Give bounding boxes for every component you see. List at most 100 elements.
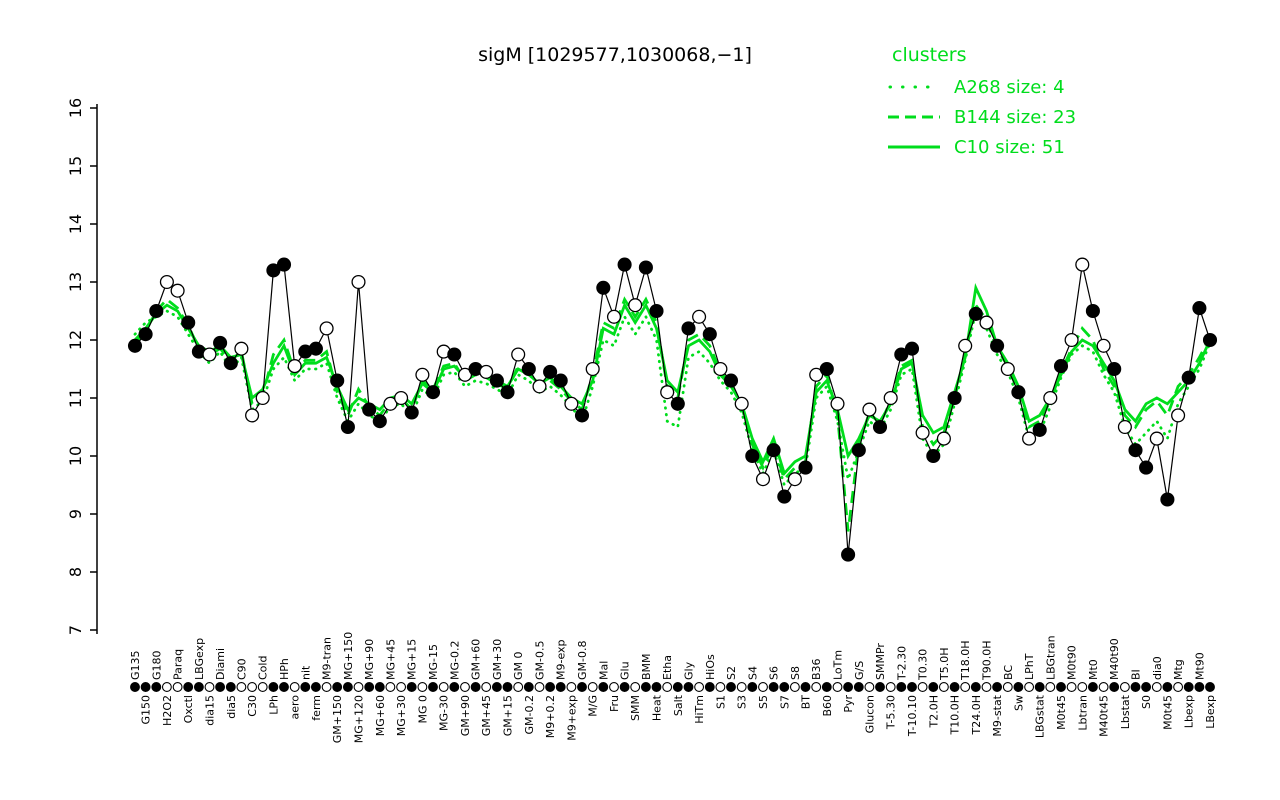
condition-marker [566, 682, 577, 692]
condition-marker [981, 682, 992, 692]
data-point-marker [862, 402, 877, 417]
data-point-marker [958, 338, 973, 353]
data-point-marker [798, 460, 813, 475]
x-axis-label: M0t45 [1055, 695, 1068, 730]
y-axis-tick-label: 14 [66, 214, 85, 234]
data-point-marker [872, 419, 888, 435]
x-axis-label: LBexp [1204, 695, 1217, 729]
condition-marker [460, 682, 470, 692]
x-axis-label: M0t90 [1066, 645, 1079, 680]
x-axis-label: Heat [651, 694, 664, 721]
x-axis-label: Glucon [863, 695, 876, 733]
condition-marker [907, 682, 917, 692]
data-point-marker [1032, 422, 1047, 437]
condition-marker [1183, 682, 1194, 692]
data-point-marker [213, 335, 228, 350]
condition-marker [609, 682, 619, 692]
x-axis-label: SMM [629, 695, 642, 721]
condition-marker [481, 682, 492, 692]
x-axis-label: S0 [1140, 695, 1153, 709]
condition-marker [1045, 682, 1056, 692]
x-axis-label: G150 [140, 695, 153, 725]
condition-marker [1066, 682, 1077, 692]
x-axis-label: T0.30 [917, 649, 930, 681]
data-point-marker [255, 390, 270, 406]
condition-marker [1194, 682, 1205, 692]
data-point-marker [1075, 257, 1090, 272]
condition-marker [204, 682, 215, 692]
solid-line-icon [888, 145, 940, 149]
legend-title: clusters [892, 44, 967, 66]
x-axis-label: LBGstat [1034, 694, 1047, 738]
condition-marker [672, 682, 683, 692]
data-point-marker [670, 396, 685, 411]
x-axis-label: M40t45 [1098, 695, 1111, 737]
condition-marker [949, 682, 960, 692]
data-point-marker [500, 385, 515, 400]
cluster-line-b144 [133, 296, 1212, 532]
data-point-marker [308, 341, 323, 356]
condition-marker [183, 682, 194, 692]
x-axis-label: MG+150 [342, 632, 355, 680]
data-point-marker [202, 347, 217, 362]
condition-marker [928, 682, 939, 692]
x-axis-label: HiOs [704, 654, 717, 680]
data-point-marker [532, 379, 547, 394]
x-axis-label: M9-tran [321, 637, 334, 680]
condition-marker [875, 682, 885, 692]
data-point-marker [181, 315, 196, 330]
x-axis-label: M/G [587, 695, 600, 717]
data-point-marker [968, 306, 983, 321]
condition-marker [598, 682, 609, 692]
condition-marker [789, 682, 800, 692]
x-axis-label: M9-exp [555, 639, 568, 680]
data-point-marker [521, 361, 536, 377]
x-axis-label: MG-30 [438, 695, 451, 731]
x-axis-label: dia0 [1151, 656, 1164, 680]
x-axis-label: Sw [1012, 695, 1025, 711]
data-point-marker [574, 408, 590, 423]
data-point-marker [638, 260, 653, 275]
x-axis-label: aero [289, 695, 302, 720]
condition-marker [1024, 682, 1035, 692]
x-axis-label: Diami [214, 648, 227, 680]
legend-entry-b144: B144 size: 23 [886, 102, 1076, 132]
y-axis-tick-label: 7 [66, 625, 85, 635]
data-point-marker [1043, 390, 1058, 406]
x-axis-label: BI [1130, 669, 1143, 680]
condition-marker [619, 682, 630, 692]
condition-marker [917, 682, 928, 692]
condition-marker [1119, 682, 1130, 692]
data-point-marker [585, 361, 600, 377]
x-axis-label: S1 [714, 695, 727, 709]
condition-marker [726, 682, 736, 692]
data-point-marker [330, 373, 345, 388]
data-point-marker [159, 274, 174, 290]
data-point-marker [287, 359, 302, 374]
condition-marker [1173, 682, 1184, 692]
data-point-marker [383, 396, 398, 411]
data-point-marker [1011, 385, 1026, 400]
y-axis-tick-label: 15 [66, 156, 85, 176]
data-point-marker [894, 347, 909, 362]
condition-marker [428, 682, 438, 692]
condition-marker [1087, 682, 1098, 692]
condition-marker [896, 682, 907, 692]
condition-marker [332, 682, 343, 692]
condition-marker [758, 682, 768, 692]
data-point-marker [1000, 361, 1015, 377]
condition-marker [715, 682, 726, 692]
x-axis-label: Paraq [172, 649, 185, 680]
cluster-line-c10 [133, 282, 1212, 477]
condition-marker [449, 682, 460, 692]
data-point-marker [276, 257, 292, 272]
x-axis-label: T5.0H [938, 648, 951, 681]
data-point-marker [841, 547, 856, 562]
x-axis-label: S3 [736, 695, 749, 709]
x-axis-label: GM-0.5 [534, 641, 547, 680]
x-axis-label: GM+60 [470, 639, 483, 680]
condition-marker [130, 682, 140, 692]
data-point-marker [702, 327, 717, 342]
condition-marker [545, 682, 556, 692]
data-point-marker [543, 364, 558, 379]
